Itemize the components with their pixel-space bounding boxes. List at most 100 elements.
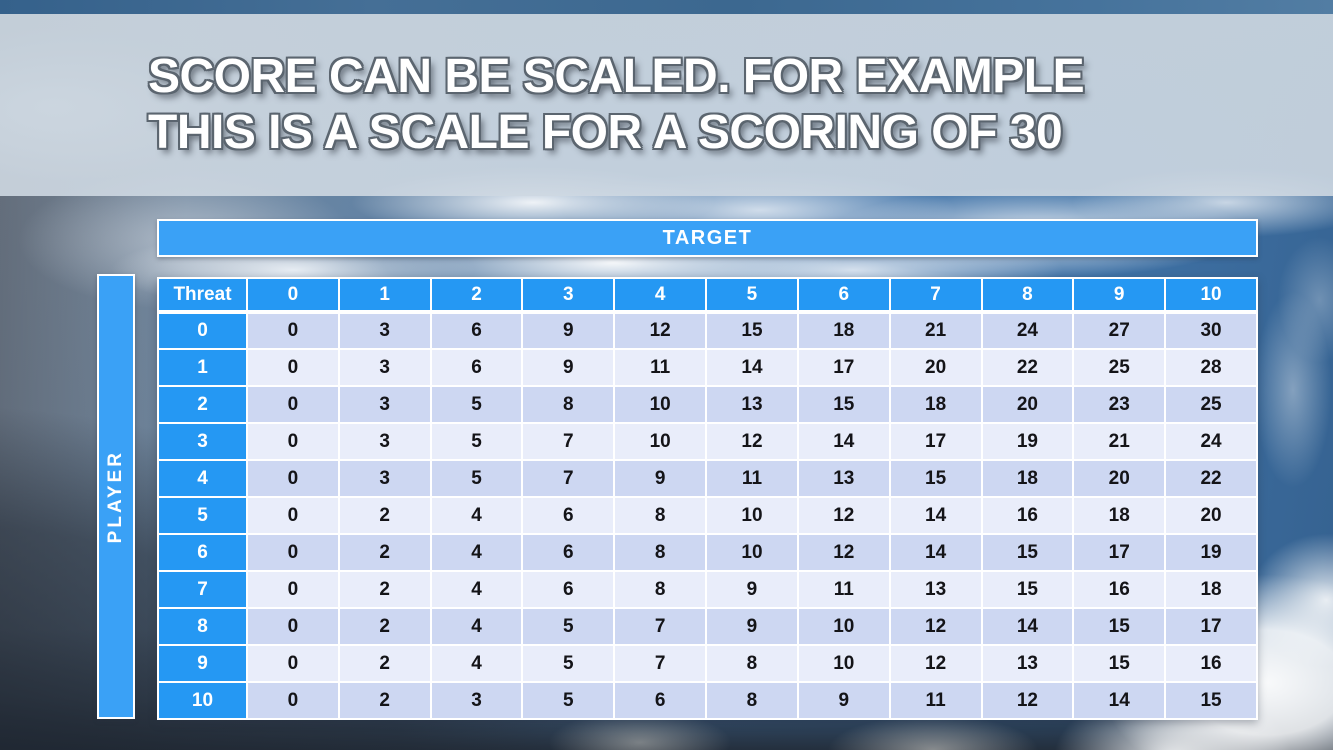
player-row-header-4: 4	[157, 459, 248, 498]
target-col-header-6: 6	[796, 277, 891, 314]
score-cell: 13	[980, 644, 1075, 683]
score-cell: 0	[246, 348, 340, 387]
score-cell: 3	[337, 459, 432, 498]
column-header-row: Threat 0 1 2 3 4 5 6 7 8 9 10	[157, 277, 1258, 314]
score-cell: 12	[888, 607, 983, 646]
score-cell: 6	[521, 570, 616, 609]
score-cell: 10	[613, 422, 708, 461]
score-cell: 8	[705, 644, 799, 683]
score-cell: 6	[429, 311, 524, 350]
score-cell: 4	[429, 570, 524, 609]
score-cell: 5	[429, 385, 524, 424]
player-row-header-7: 7	[157, 570, 248, 609]
score-cell: 9	[705, 570, 799, 609]
score-cell: 18	[980, 459, 1075, 498]
score-cell: 0	[246, 422, 340, 461]
score-cell: 14	[888, 496, 983, 535]
target-col-header-8: 8	[980, 277, 1075, 314]
score-cell: 0	[246, 533, 340, 572]
score-cell: 8	[521, 385, 616, 424]
score-cell: 7	[613, 644, 708, 683]
target-col-header-3: 3	[521, 277, 616, 314]
score-cell: 16	[1164, 644, 1258, 683]
player-axis-header: PLAYER	[97, 274, 135, 719]
score-cell: 2	[337, 644, 432, 683]
target-col-header-7: 7	[888, 277, 983, 314]
target-col-header-9: 9	[1072, 277, 1167, 314]
score-cell: 6	[429, 348, 524, 387]
score-cell: 9	[613, 459, 708, 498]
score-cell: 3	[337, 311, 432, 350]
table-row: 1 0 3 6 9 11 14 17 20 22 25 28	[157, 348, 1258, 387]
score-cell: 14	[888, 533, 983, 572]
table-row: 3 0 3 5 7 10 12 14 17 19 21 24	[157, 422, 1258, 461]
score-cell: 7	[521, 459, 616, 498]
score-cell: 21	[888, 311, 983, 350]
score-cell: 12	[796, 533, 891, 572]
score-cell: 21	[1072, 422, 1167, 461]
score-cell: 2	[337, 496, 432, 535]
score-cell: 10	[705, 533, 799, 572]
score-cell: 9	[705, 607, 799, 646]
score-cell: 20	[888, 348, 983, 387]
score-cell: 15	[888, 459, 983, 498]
table-row: 4 0 3 5 7 9 11 13 15 18 20 22	[157, 459, 1258, 498]
score-cell: 5	[521, 607, 616, 646]
score-cell: 28	[1164, 348, 1258, 387]
score-cell: 10	[705, 496, 799, 535]
player-row-header-2: 2	[157, 385, 248, 424]
score-cell: 0	[246, 607, 340, 646]
score-cell: 12	[888, 644, 983, 683]
player-row-header-8: 8	[157, 607, 248, 646]
score-cell: 16	[1072, 570, 1167, 609]
target-col-header-1: 1	[337, 277, 432, 314]
score-cell: 17	[1164, 607, 1258, 646]
score-cell: 3	[337, 422, 432, 461]
score-cell: 22	[980, 348, 1075, 387]
score-cell: 6	[613, 681, 708, 720]
score-cell: 2	[337, 607, 432, 646]
score-cell: 14	[1072, 681, 1167, 720]
score-cell: 4	[429, 496, 524, 535]
score-matrix-table: Threat 0 1 2 3 4 5 6 7 8 9 10 0 0 3 6 9 12 15 18 21 24 27 30 1…	[157, 277, 1258, 720]
score-cell: 19	[1164, 533, 1258, 572]
target-col-header-10: 10	[1164, 277, 1258, 314]
score-cell: 15	[1164, 681, 1258, 720]
score-cell: 18	[888, 385, 983, 424]
score-cell: 11	[613, 348, 708, 387]
score-cell: 15	[705, 311, 799, 350]
score-cell: 8	[613, 496, 708, 535]
score-cell: 11	[796, 570, 891, 609]
table-row: 10 0 2 3 5 6 8 9 11 12 14 15	[157, 681, 1258, 720]
player-row-header-10: 10	[157, 681, 248, 720]
score-cell: 15	[980, 533, 1075, 572]
score-cell: 12	[705, 422, 799, 461]
score-cell: 4	[429, 533, 524, 572]
score-cell: 10	[796, 644, 891, 683]
score-cell: 18	[796, 311, 891, 350]
score-cell: 24	[980, 311, 1075, 350]
score-cell: 14	[796, 422, 891, 461]
score-cell: 11	[888, 681, 983, 720]
player-row-header-9: 9	[157, 644, 248, 683]
score-cell: 6	[521, 533, 616, 572]
score-cell: 18	[1164, 570, 1258, 609]
slide-title: SCORE CAN BE SCALED. FOR EXAMPLE THIS IS…	[148, 49, 1085, 161]
score-cell: 10	[796, 607, 891, 646]
title-line-1: SCORE CAN BE SCALED. FOR EXAMPLE	[148, 50, 1085, 103]
score-cell: 27	[1072, 311, 1167, 350]
score-cell: 14	[705, 348, 799, 387]
score-cell: 15	[1072, 644, 1167, 683]
score-cell: 22	[1164, 459, 1258, 498]
score-cell: 15	[1072, 607, 1167, 646]
target-col-header-2: 2	[429, 277, 524, 314]
score-cell: 5	[521, 644, 616, 683]
table-row: 8 0 2 4 5 7 9 10 12 14 15 17	[157, 607, 1258, 646]
score-cell: 5	[521, 681, 616, 720]
score-cell: 2	[337, 533, 432, 572]
score-cell: 25	[1164, 385, 1258, 424]
score-cell: 23	[1072, 385, 1167, 424]
score-cell: 12	[613, 311, 708, 350]
score-cell: 20	[980, 385, 1075, 424]
